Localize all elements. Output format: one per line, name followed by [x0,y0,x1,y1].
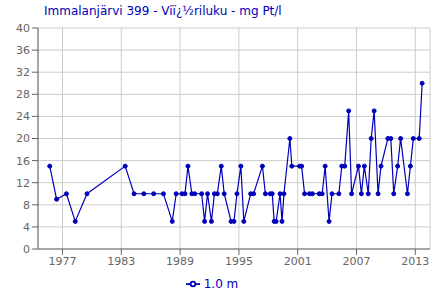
svg-text:16: 16 [16,155,30,168]
svg-text:2001: 2001 [284,255,312,268]
svg-text:0: 0 [23,243,30,256]
svg-text:40: 40 [16,22,30,35]
svg-text:1995: 1995 [225,255,253,268]
svg-text:24: 24 [16,110,30,123]
svg-text:1989: 1989 [166,255,194,268]
svg-text:36: 36 [16,44,30,57]
svg-text:8: 8 [23,199,30,212]
html-text:Immalanjärvi 399 - Viï¿½riluku: Immalanjärvi 399 - Viï¿½riluku - mg Pt/l [44,4,282,18]
svg-text:20: 20 [16,132,30,145]
svg-text:28: 28 [16,88,30,101]
html-text:1.0 m: 1.0 m [203,277,239,291]
svg-text:4: 4 [23,221,30,234]
svg-text:32: 32 [16,66,30,79]
svg-text:2013: 2013 [401,255,429,268]
svg-text:12: 12 [16,177,30,190]
svg-text:1983: 1983 [107,255,135,268]
svg-text:2007: 2007 [343,255,371,268]
svg-text:1977: 1977 [49,255,77,268]
